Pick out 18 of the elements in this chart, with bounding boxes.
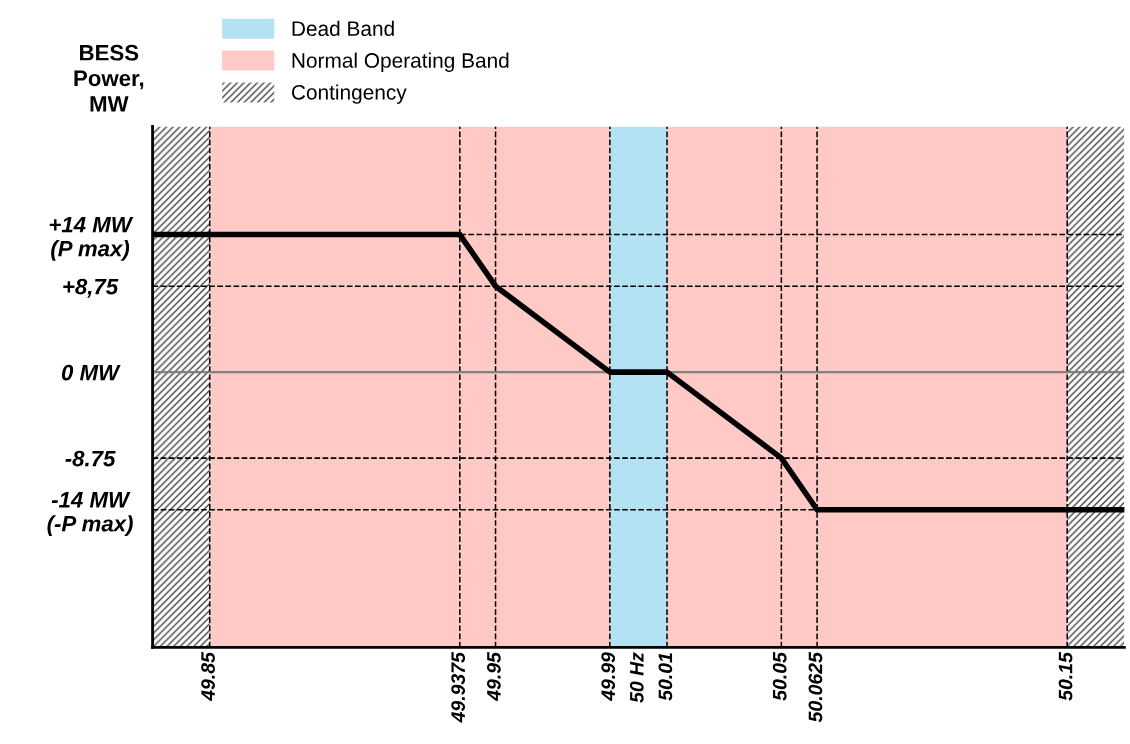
x-tick-label: 50.15 [1058,651,1073,701]
x-tick-label: 49.9375 [451,651,466,723]
y-tick-label: +14 MW (P max) [49,216,134,261]
y-tick-label: 0 MW [61,364,121,381]
x-tick-label: 50 Hz [629,652,644,703]
x-tick-label: 49.99 [601,652,616,702]
x-tick-label: 49.85 [201,651,215,702]
x-tick-label: 49.95 [486,651,501,702]
y-tick-label: -14 MW (-P max) [47,492,133,536]
y-tick-label: +8,75 [63,278,119,298]
y-tick-label: -8.75 [65,450,116,467]
x-tick-label: 50.05 [772,651,787,701]
legend-label: Dead Band [292,20,394,37]
legend-label: Contingency [291,84,407,104]
x-tick-label: 50.0625 [808,651,823,723]
legend-label: Normal Operating Band [292,52,509,72]
y-axis-title: BESS Power, MW [74,44,144,112]
x-tick-label: 50.01 [658,653,673,701]
